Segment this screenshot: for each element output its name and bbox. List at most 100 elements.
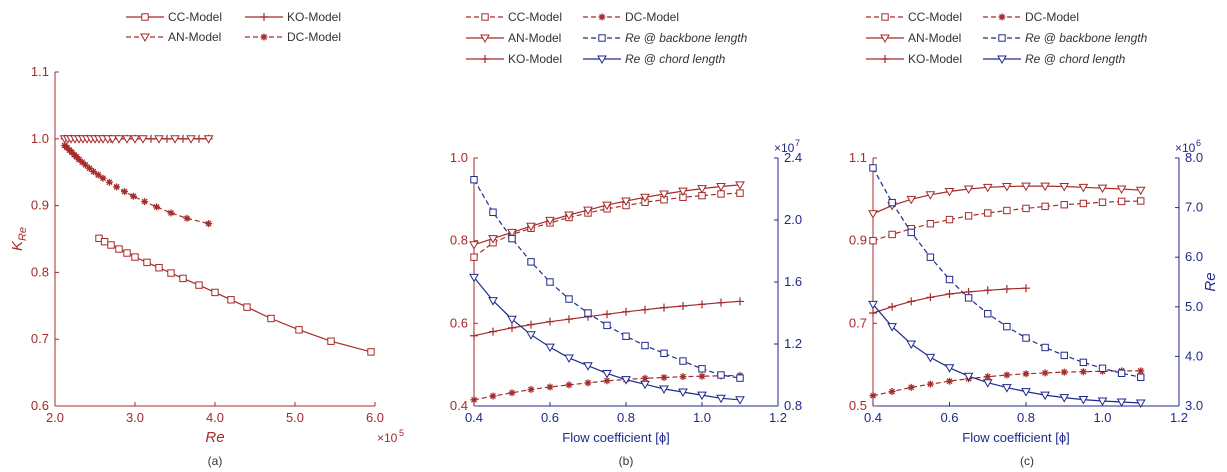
data-point	[868, 300, 878, 310]
data-point	[75, 156, 83, 164]
data-point	[1003, 371, 1011, 379]
x-tick-label: 5.0	[286, 410, 304, 425]
y2-tick-label: 1.2	[784, 336, 802, 351]
legend-swatch-marker	[480, 34, 490, 44]
data-point	[982, 183, 993, 193]
data-point	[622, 332, 630, 340]
data-point	[243, 303, 251, 311]
data-point	[964, 212, 973, 220]
data-point	[1135, 186, 1146, 196]
data-point	[205, 220, 213, 228]
legend-label: Re @ backbone length	[1025, 31, 1148, 45]
legend-entry: CC-Model	[126, 10, 222, 24]
data-point	[603, 321, 611, 330]
data-point	[583, 362, 593, 371]
data-point	[906, 340, 917, 350]
series-re-chord-length	[868, 300, 1146, 409]
data-point	[944, 187, 955, 197]
data-point	[888, 198, 896, 207]
data-point	[1002, 384, 1012, 393]
data-point	[735, 181, 745, 190]
data-point	[1117, 369, 1126, 377]
data-point	[735, 396, 745, 405]
data-point	[678, 187, 688, 197]
legend-swatch-marker	[598, 13, 606, 21]
data-point	[267, 314, 275, 323]
x-tick-label: 0.8	[1017, 410, 1035, 425]
data-point	[698, 365, 706, 373]
legend-swatch-marker	[597, 55, 607, 65]
data-point	[100, 237, 109, 246]
y2-multiplier-exponent: 7	[795, 138, 800, 148]
legend-entry: DC-Model	[245, 30, 341, 44]
series-re-backbone-length	[869, 164, 1145, 381]
data-point	[641, 305, 649, 314]
data-point	[131, 253, 139, 261]
data-point	[717, 298, 725, 307]
legend-entry: KO-Model	[866, 52, 962, 66]
panel-caption: (c)	[1020, 454, 1034, 468]
legend-label: CC-Model	[508, 10, 562, 24]
data-point	[1135, 399, 1146, 409]
data-point	[489, 392, 497, 400]
y-tick-label: 0.7	[31, 331, 49, 346]
legend-swatch-marker	[881, 55, 889, 63]
data-point	[138, 135, 148, 144]
data-point	[983, 286, 992, 295]
data-point	[1078, 183, 1089, 193]
legend-swatch-marker	[881, 13, 889, 21]
series-cc-model	[95, 234, 375, 356]
series-line	[473, 179, 741, 379]
data-point	[640, 193, 650, 203]
data-point	[85, 164, 93, 172]
data-point	[508, 323, 516, 332]
data-point	[546, 278, 554, 286]
data-point	[527, 385, 535, 393]
data-point	[1022, 334, 1030, 342]
data-point	[113, 183, 121, 191]
data-point	[89, 168, 97, 176]
data-point	[203, 135, 214, 144]
y-tick-label: 0.7	[849, 315, 867, 330]
legend-entry: Re @ chord length	[583, 52, 726, 66]
legend-label: AN-Model	[168, 30, 221, 44]
data-point	[660, 303, 668, 312]
data-point	[736, 297, 744, 306]
data-point	[183, 214, 191, 222]
y2-multiplier-exponent: 6	[1196, 138, 1201, 148]
data-point	[565, 381, 573, 389]
data-point	[1117, 197, 1126, 206]
x-tick-label: 1.0	[693, 410, 711, 425]
data-point	[1079, 358, 1088, 367]
data-point	[1041, 343, 1049, 352]
legend-entry: Re @ chord length	[983, 52, 1126, 66]
data-point	[907, 383, 915, 391]
legend-label: KO-Model	[287, 10, 341, 24]
data-point	[68, 148, 76, 156]
data-point	[1059, 394, 1070, 403]
data-point	[123, 249, 131, 257]
data-point	[1022, 284, 1030, 293]
legend-entry: DC-Model	[983, 10, 1079, 24]
y2-tick-label: 4.0	[1185, 348, 1203, 363]
data-point	[73, 153, 81, 161]
y-tick-label: 0.9	[31, 198, 49, 213]
data-point	[888, 230, 896, 239]
legend-label: DC-Model	[1025, 10, 1079, 24]
legend-label: AN-Model	[508, 31, 561, 45]
data-point	[984, 209, 992, 217]
data-point	[621, 376, 631, 385]
data-point	[78, 158, 86, 166]
data-point	[602, 201, 612, 211]
legend-entry: KO-Model	[466, 52, 562, 66]
data-point	[621, 197, 631, 206]
series-line	[473, 192, 741, 258]
y-tick-label: 0.6	[450, 315, 468, 330]
legend-entry: DC-Model	[583, 10, 679, 24]
data-point	[141, 198, 149, 206]
data-point	[869, 236, 877, 245]
legend-label: Re @ chord length	[1025, 52, 1126, 66]
legend-entry: AN-Model	[866, 31, 961, 45]
data-point	[736, 374, 744, 382]
data-point	[179, 274, 187, 283]
